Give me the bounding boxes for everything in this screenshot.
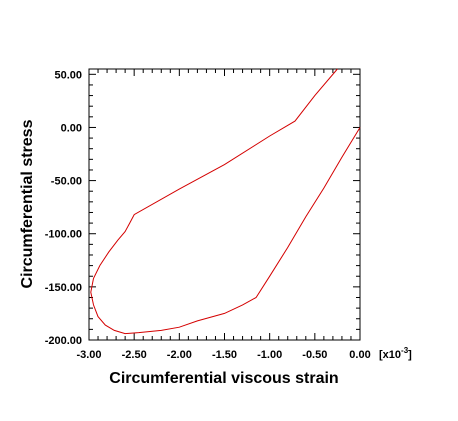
x-multiplier-base: [x10	[379, 349, 401, 361]
x-tick-labels: -3.00 -2.50 -2.00 -1.50 -1.00 -0.50 0.00	[76, 349, 370, 361]
y-tick-label: -50.00	[51, 176, 82, 188]
x-tick-label: -2.00	[167, 349, 192, 361]
x-multiplier: [x10-3]	[379, 346, 412, 361]
y-axis-title: Circumferential stress	[19, 119, 36, 288]
x-tick-label: -0.50	[302, 349, 327, 361]
x-tick-label: -1.50	[212, 349, 237, 361]
y-tick-label: 50.00	[54, 69, 82, 81]
y-tick-label: -200.00	[45, 335, 82, 347]
plot-frame	[88, 68, 361, 341]
x-tick-label: -3.00	[76, 349, 101, 361]
series-line	[90, 68, 361, 335]
y-tick-label: -150.00	[45, 282, 82, 294]
x-multiplier-exp: -3	[401, 346, 409, 355]
x-multiplier-close: ]	[408, 349, 412, 361]
x-tick-label: -1.00	[257, 349, 282, 361]
x-axis-title: Circumferential viscous strain	[109, 370, 338, 387]
x-tick-label: -2.50	[122, 349, 147, 361]
x-tick-label: 0.00	[349, 349, 370, 361]
y-tick-label: 0.00	[61, 122, 82, 134]
ticks-layer	[88, 69, 361, 341]
y-tick-labels: -200.00 -150.00 -100.00 -50.00 0.00 50.00	[45, 69, 82, 347]
y-tick-label: -100.00	[45, 229, 82, 241]
